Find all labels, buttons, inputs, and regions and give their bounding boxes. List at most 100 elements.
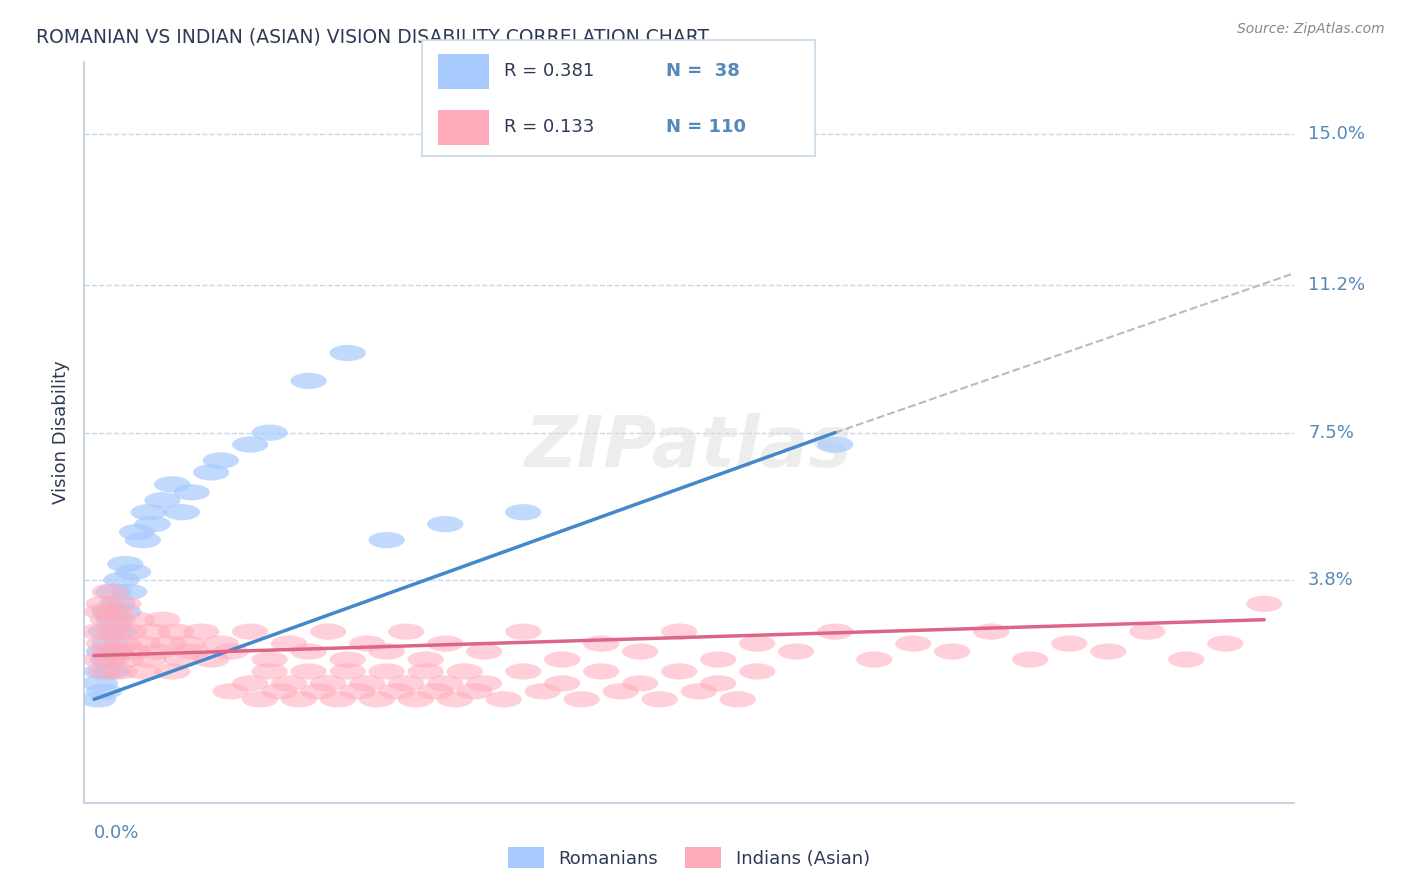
Ellipse shape [232,624,269,640]
Ellipse shape [309,675,346,691]
Ellipse shape [720,691,756,707]
Ellipse shape [103,572,139,588]
Ellipse shape [96,612,132,628]
Ellipse shape [90,612,127,628]
Ellipse shape [465,643,502,660]
Ellipse shape [349,635,385,652]
Ellipse shape [155,664,190,680]
Ellipse shape [378,683,415,699]
Ellipse shape [125,635,162,652]
Ellipse shape [1129,624,1166,640]
Ellipse shape [91,604,128,620]
Ellipse shape [661,664,697,680]
Ellipse shape [505,624,541,640]
Ellipse shape [740,635,775,652]
Ellipse shape [564,691,600,707]
Ellipse shape [97,643,134,660]
Ellipse shape [157,624,194,640]
Ellipse shape [232,675,269,691]
Ellipse shape [505,664,541,680]
Ellipse shape [418,683,454,699]
Ellipse shape [252,664,288,680]
Ellipse shape [465,675,502,691]
Ellipse shape [131,651,167,667]
Ellipse shape [1168,651,1205,667]
Text: 11.2%: 11.2% [1308,277,1365,294]
Ellipse shape [87,624,124,640]
Ellipse shape [105,596,142,612]
Ellipse shape [700,651,737,667]
Ellipse shape [97,643,134,660]
Ellipse shape [86,596,122,612]
Ellipse shape [934,643,970,660]
Ellipse shape [319,691,356,707]
Ellipse shape [202,635,239,652]
Ellipse shape [150,635,187,652]
Ellipse shape [973,624,1010,640]
Ellipse shape [896,635,931,652]
FancyBboxPatch shape [437,110,489,145]
Ellipse shape [603,683,638,699]
Ellipse shape [329,664,366,680]
Ellipse shape [82,651,118,667]
Ellipse shape [262,683,298,699]
Ellipse shape [86,635,122,652]
Ellipse shape [681,683,717,699]
Legend: Romanians, Indians (Asian): Romanians, Indians (Asian) [501,840,877,875]
Ellipse shape [138,643,174,660]
Ellipse shape [90,651,127,667]
Ellipse shape [1052,635,1087,652]
Ellipse shape [368,664,405,680]
Ellipse shape [339,683,375,699]
Ellipse shape [120,612,155,628]
Ellipse shape [96,604,132,620]
Ellipse shape [105,604,142,620]
Ellipse shape [301,683,336,699]
Ellipse shape [86,683,122,699]
Text: 3.8%: 3.8% [1308,571,1354,589]
Ellipse shape [193,464,229,481]
Ellipse shape [120,524,155,541]
Ellipse shape [212,643,249,660]
Ellipse shape [100,596,135,612]
Ellipse shape [87,664,124,680]
Ellipse shape [202,452,239,468]
Ellipse shape [778,643,814,660]
Ellipse shape [212,683,249,699]
Ellipse shape [1246,596,1282,612]
Text: 15.0%: 15.0% [1308,125,1365,143]
Ellipse shape [91,643,128,660]
Ellipse shape [291,373,326,389]
Ellipse shape [437,691,472,707]
Text: ROMANIAN VS INDIAN (ASIAN) VISION DISABILITY CORRELATION CHART: ROMANIAN VS INDIAN (ASIAN) VISION DISABI… [37,28,709,47]
Ellipse shape [583,635,619,652]
Ellipse shape [388,624,425,640]
Ellipse shape [408,651,444,667]
Text: Source: ZipAtlas.com: Source: ZipAtlas.com [1237,22,1385,37]
Ellipse shape [115,643,152,660]
Ellipse shape [125,664,162,680]
Ellipse shape [524,683,561,699]
Ellipse shape [170,635,205,652]
Text: R = 0.381: R = 0.381 [505,62,595,80]
Ellipse shape [125,532,162,549]
Ellipse shape [115,564,152,580]
Ellipse shape [232,436,269,453]
Ellipse shape [107,556,143,572]
Ellipse shape [309,624,346,640]
Ellipse shape [94,651,129,667]
Ellipse shape [111,624,148,640]
Ellipse shape [359,691,395,707]
Ellipse shape [155,476,190,492]
Ellipse shape [1012,651,1049,667]
Ellipse shape [281,691,316,707]
Ellipse shape [329,651,366,667]
Ellipse shape [856,651,893,667]
Ellipse shape [135,516,170,533]
Ellipse shape [163,651,200,667]
Ellipse shape [100,612,135,628]
Ellipse shape [135,624,170,640]
Ellipse shape [1208,635,1243,652]
Ellipse shape [427,635,464,652]
Ellipse shape [817,624,853,640]
